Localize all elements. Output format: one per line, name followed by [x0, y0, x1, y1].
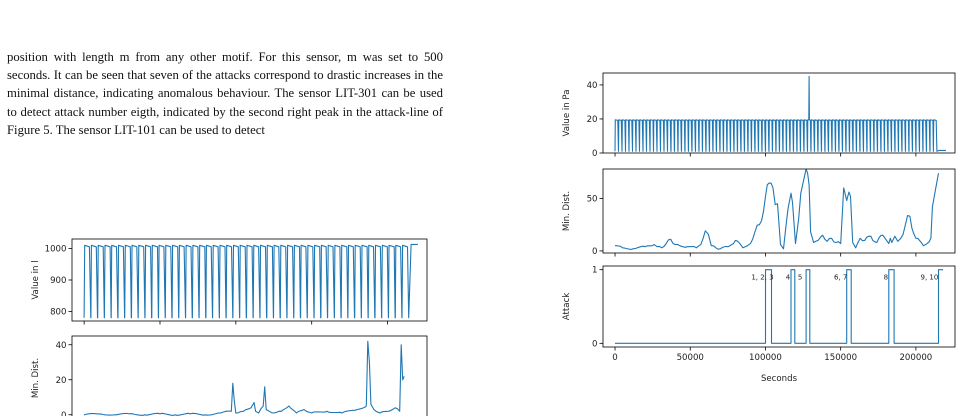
y-tick-label: 20: [587, 115, 598, 125]
paragraph-line: anomalous behaviour. The sensor LIT-301 …: [7, 86, 443, 119]
x-tick-label: 150000: [824, 353, 857, 363]
y-tick-label: 0: [61, 411, 66, 416]
axes-frame: [71, 335, 428, 416]
y-axis-label: Min. Dist.: [31, 358, 41, 398]
paragraph-line: attack-line of Figure 5. The sensor LIT-…: [7, 104, 443, 137]
y-axis-label: Attack: [562, 293, 572, 320]
y-tick-label: 0: [592, 149, 597, 159]
y-tick-label: 40: [587, 81, 598, 91]
y-tick-label: 900: [50, 276, 66, 286]
series-line-attack: [615, 269, 943, 344]
axes-frame: [602, 72, 956, 154]
y-axis-label: Value in l: [31, 260, 41, 299]
figure-left: 800 900 1000 Value in l 0 20 40 Min. Dist.: [31, 238, 428, 416]
paragraph-line: position with length m from any other mo…: [7, 50, 357, 64]
attack-annotation: 8: [884, 273, 888, 281]
y-tick-label: 0: [592, 339, 597, 349]
figure-right: 0 20 40 Value in Pa 0 50 Min. Dist. 0 1 Attack 0 50…: [562, 72, 956, 384]
axes-frame: [602, 168, 956, 254]
axes-frame: [602, 265, 956, 348]
y-tick-label: 1000: [45, 244, 67, 254]
y-axis-label: Min. Dist.: [562, 191, 572, 231]
series-line-value: [614, 75, 946, 152]
series-line-mindist: [614, 169, 940, 251]
x-tick-label: 200000: [899, 353, 932, 363]
paragraph-line: attack number eigth, indicated by the se…: [54, 104, 372, 119]
attack-annotation: 9, 10: [921, 273, 939, 281]
y-tick-label: 1: [592, 266, 597, 276]
y-tick-label: 40: [56, 341, 67, 351]
attack-annotation: 1, 2, 3: [751, 273, 773, 281]
y-tick-label: 20: [56, 376, 67, 386]
attack-annotation: 5: [798, 273, 802, 281]
x-axis-label: Seconds: [761, 374, 798, 384]
y-tick-label: 800: [50, 308, 66, 318]
x-tick-label: 0: [612, 353, 617, 363]
paragraph-line: was set to 500 seconds. It can be seen t…: [7, 50, 443, 83]
y-tick-label: 0: [592, 247, 597, 257]
attack-annotation: 4: [786, 273, 791, 281]
paragraph-line: correspond to drastic increases in the m…: [7, 68, 444, 101]
x-tick-label: 100000: [749, 353, 782, 363]
series-line-value: [83, 243, 418, 319]
attack-annotation: 6, 7: [834, 273, 847, 281]
y-axis-label: Value in Pa: [562, 90, 572, 137]
y-tick-label: 50: [587, 194, 598, 204]
x-tick-label: 50000: [677, 353, 704, 363]
body-paragraph: position with length m from any other mo…: [7, 48, 443, 139]
series-line-mindist: [83, 340, 405, 416]
